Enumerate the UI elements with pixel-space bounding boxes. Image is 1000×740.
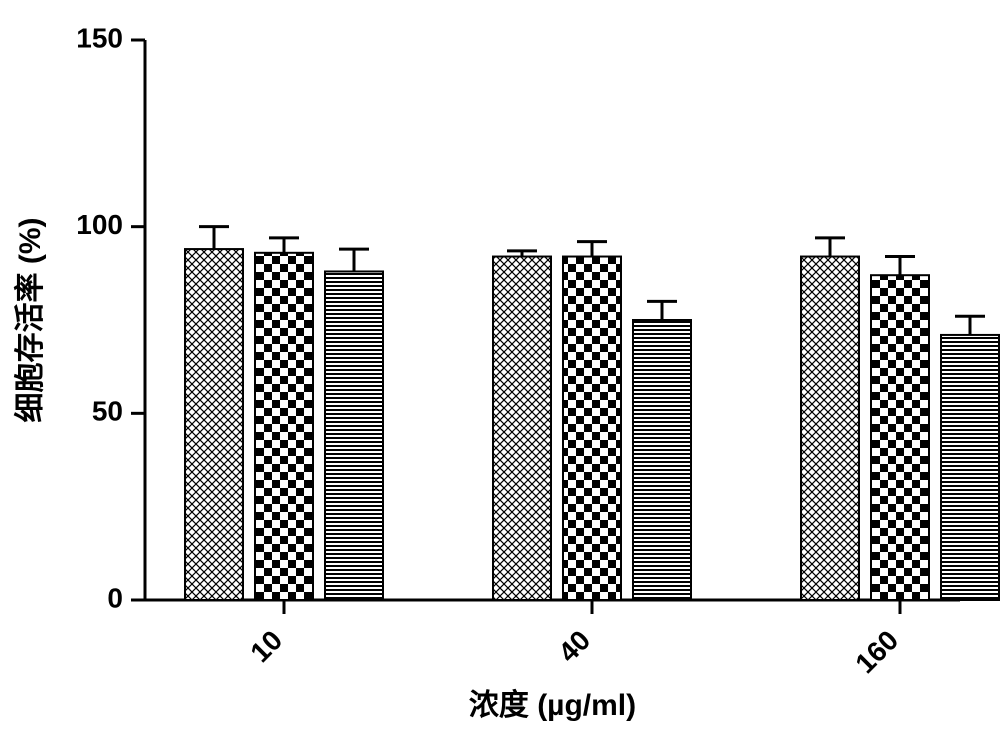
bar <box>633 320 691 600</box>
x-tick-label: 160 <box>849 624 904 679</box>
bar <box>563 257 621 600</box>
bar <box>801 257 859 600</box>
bar <box>941 335 999 600</box>
bar <box>871 275 929 600</box>
y-tick-label: 0 <box>107 582 123 613</box>
y-axis-label: 细胞存活率 (%) <box>14 218 47 423</box>
chart-svg: 0 50 100 150 细胞存活率 (%) 10 40 160 浓度 (µg/ml) <box>0 0 1000 740</box>
bar <box>255 253 313 600</box>
x-tick-label: 40 <box>552 624 596 668</box>
y-tick-label: 100 <box>76 209 123 240</box>
bar <box>185 249 243 600</box>
x-tick-label: 10 <box>244 624 288 668</box>
y-tick-label: 150 <box>76 22 123 53</box>
viability-bar-chart: 0 50 100 150 细胞存活率 (%) 10 40 160 浓度 (µg/ml) <box>0 0 1000 740</box>
bar <box>325 271 383 600</box>
x-axis-label: 浓度 (µg/ml) <box>469 689 636 722</box>
bar <box>493 257 551 600</box>
y-tick-label: 50 <box>92 396 123 427</box>
